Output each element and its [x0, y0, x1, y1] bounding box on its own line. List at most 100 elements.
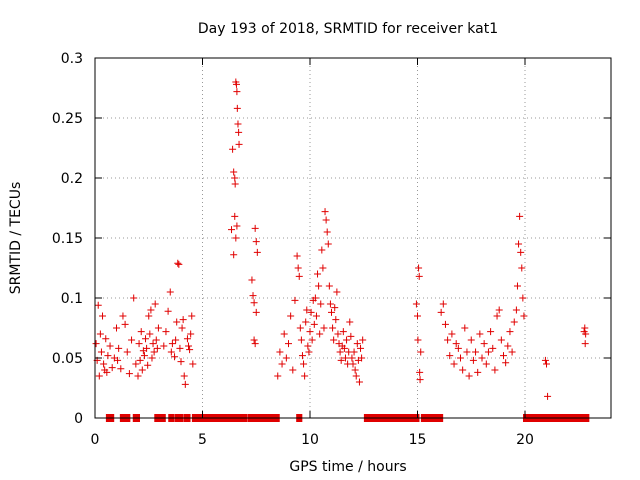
data-point-marker [478, 354, 486, 362]
data-point-marker [352, 372, 360, 380]
data-point-marker [142, 335, 150, 343]
data-point-marker [480, 340, 488, 348]
data-point-marker [415, 272, 423, 280]
data-point-marker [541, 356, 549, 364]
data-point-marker [304, 342, 312, 350]
data-point-marker [154, 324, 162, 332]
data-point-marker [357, 344, 365, 352]
data-point-marker [138, 366, 146, 374]
data-point-marker [232, 234, 240, 242]
data-point-marker [164, 307, 172, 315]
data-point-marker [472, 348, 480, 356]
data-point-marker [149, 340, 157, 348]
data-point-marker [302, 318, 310, 326]
data-point-marker [100, 360, 108, 368]
data-point-marker [276, 348, 284, 356]
data-point-marker [231, 212, 239, 220]
data-point-marker [289, 366, 297, 374]
data-point-marker [294, 264, 302, 272]
data-point-marker [581, 340, 589, 348]
data-point-marker [512, 306, 520, 314]
data-point-marker [336, 348, 344, 356]
data-point-marker [495, 306, 503, 314]
data-point-marker [325, 282, 333, 290]
data-point-marker [140, 352, 148, 360]
data-point-marker [104, 352, 112, 360]
y-tick-label: 0.25 [52, 111, 83, 127]
data-point-marker [465, 372, 473, 380]
y-tick-label: 0.3 [61, 51, 83, 67]
data-point-marker [346, 318, 354, 326]
data-point-marker [252, 308, 260, 316]
data-point-marker [231, 174, 239, 182]
data-point-marker [296, 324, 304, 332]
data-point-marker [153, 344, 161, 352]
data-point-marker [337, 356, 345, 364]
data-point-marker [99, 312, 107, 320]
data-point-marker [487, 328, 495, 336]
data-point-marker [248, 276, 256, 284]
data-point-marker [108, 364, 116, 372]
data-point-marker [333, 288, 341, 296]
y-tick-label: 0.05 [52, 351, 83, 367]
data-point-marker [173, 318, 181, 326]
data-point-marker [454, 344, 462, 352]
data-point-marker [298, 352, 306, 360]
data-point-marker [476, 330, 484, 338]
data-point-marker [452, 340, 460, 348]
data-point-marker [506, 328, 514, 336]
data-point-marker [500, 352, 507, 360]
data-point-marker [323, 228, 331, 236]
data-point-marker [544, 392, 552, 400]
data-point-marker [92, 340, 100, 348]
data-point-marker [115, 344, 123, 352]
data-point-marker [489, 344, 497, 352]
data-point-marker [491, 366, 499, 374]
data-point-marker [340, 344, 348, 352]
data-point-marker [358, 354, 366, 362]
data-point-marker [187, 330, 195, 338]
data-point-marker [143, 344, 151, 352]
data-point-marker [312, 312, 320, 320]
data-point-marker [179, 316, 187, 324]
data-point-marker [128, 336, 136, 344]
data-point-marker [314, 270, 322, 278]
data-point-marker [517, 248, 525, 256]
data-point-marker [416, 368, 424, 376]
data-point-marker [444, 336, 452, 344]
data-point-marker [106, 342, 114, 350]
chart-title: Day 193 of 2018, SRMTID for receiver kat… [198, 21, 498, 37]
data-point-marker [177, 358, 185, 366]
data-point-marker [171, 353, 179, 361]
data-point-marker [144, 361, 152, 369]
data-point-marker [97, 348, 105, 356]
data-point-marker [96, 330, 104, 338]
data-point-marker [117, 365, 125, 373]
data-point-marker [520, 312, 528, 320]
data-point-marker [321, 208, 329, 216]
data-point-marker [412, 300, 420, 308]
data-point-marker [150, 348, 158, 356]
data-point-marker [168, 340, 176, 348]
data-point-marker [510, 318, 518, 326]
data-point-marker [132, 360, 140, 368]
data-point-marker [448, 330, 456, 338]
data-point-marker [231, 180, 239, 188]
data-point-marker [317, 300, 325, 308]
data-point-marker [114, 356, 122, 364]
data-points [92, 78, 590, 400]
data-point-marker [175, 260, 183, 268]
data-point-marker [305, 348, 313, 356]
data-point-marker [319, 264, 327, 272]
data-point-marker [416, 376, 424, 384]
data-point-marker [469, 356, 477, 364]
data-point-marker [459, 366, 467, 374]
data-point-marker [152, 336, 160, 344]
data-point-marker [415, 264, 423, 272]
data-point-marker [331, 304, 339, 312]
data-point-marker [233, 88, 241, 96]
data-point-marker [307, 308, 315, 316]
data-point-marker [125, 370, 133, 378]
data-point-marker [347, 332, 355, 340]
data-point-marker [353, 340, 361, 348]
